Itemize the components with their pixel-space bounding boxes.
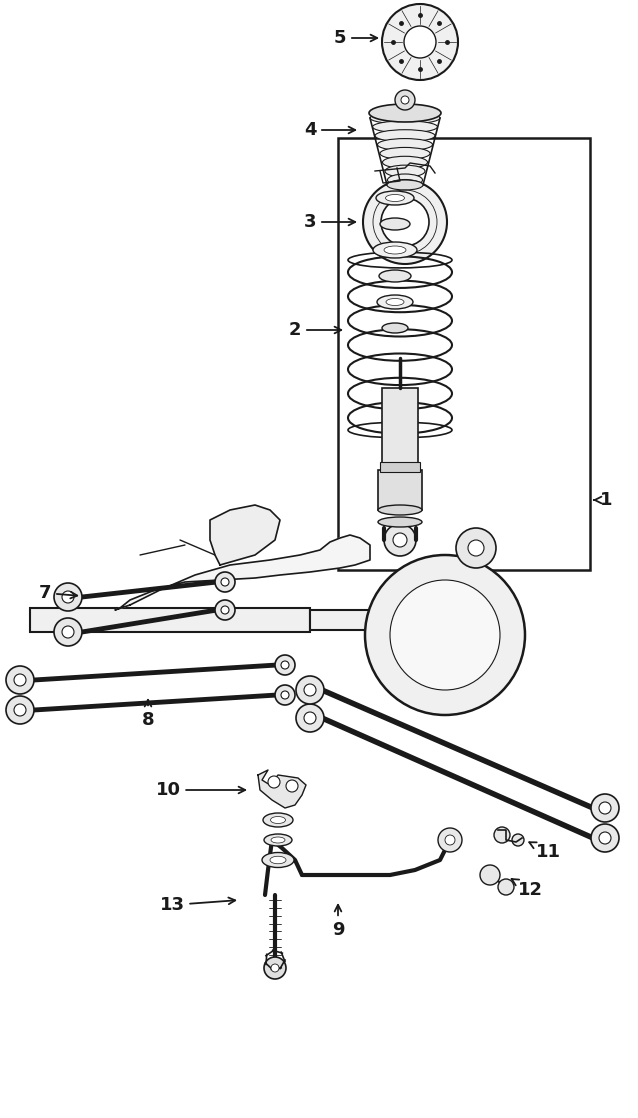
Circle shape [286,780,298,792]
Text: 8: 8 [142,700,154,729]
Text: 7: 7 [39,584,77,601]
Circle shape [404,26,436,58]
Ellipse shape [387,174,422,186]
Ellipse shape [373,121,438,133]
Ellipse shape [271,837,285,843]
Ellipse shape [382,323,408,333]
Ellipse shape [263,813,293,827]
Circle shape [591,794,619,822]
Ellipse shape [379,271,411,282]
Bar [30,608,310,632]
Polygon shape [115,536,370,610]
Ellipse shape [380,218,410,230]
Circle shape [264,957,286,979]
Ellipse shape [270,856,286,864]
Bar [310,610,475,631]
Text: 1: 1 [594,491,612,509]
Circle shape [599,802,611,814]
Circle shape [363,180,447,264]
Circle shape [14,674,26,686]
Ellipse shape [271,816,285,824]
Bar [378,470,422,510]
Circle shape [512,834,524,846]
Ellipse shape [380,148,430,160]
Polygon shape [210,505,280,565]
Circle shape [498,879,514,896]
Ellipse shape [378,505,422,515]
Circle shape [381,198,429,246]
Ellipse shape [378,517,422,527]
Circle shape [304,684,316,697]
Circle shape [445,835,455,845]
Text: 2: 2 [289,321,341,339]
Ellipse shape [378,139,433,151]
Circle shape [390,580,500,690]
Circle shape [382,4,458,80]
Ellipse shape [264,834,292,846]
Circle shape [438,828,462,852]
Circle shape [54,618,82,646]
Circle shape [221,606,229,614]
Circle shape [401,96,409,104]
Circle shape [304,712,316,724]
Circle shape [275,655,295,675]
Ellipse shape [370,112,440,124]
Circle shape [268,776,280,788]
Circle shape [281,691,289,699]
Text: 5: 5 [334,29,377,47]
Circle shape [296,704,324,732]
Circle shape [221,578,229,586]
Circle shape [384,524,416,556]
Bar [338,138,590,570]
Circle shape [14,704,26,716]
Circle shape [393,533,407,547]
Circle shape [456,528,496,568]
Circle shape [6,697,34,724]
Text: 4: 4 [304,121,355,139]
Polygon shape [258,770,306,808]
Circle shape [215,572,235,593]
Ellipse shape [385,165,425,177]
Ellipse shape [377,295,413,309]
Circle shape [215,600,235,620]
Ellipse shape [373,241,417,258]
Bar [380,462,420,472]
Circle shape [494,827,510,843]
Circle shape [281,661,289,669]
Circle shape [62,591,74,603]
Bar [382,388,418,470]
Circle shape [62,626,74,638]
Ellipse shape [386,299,404,305]
Circle shape [599,832,611,844]
Text: 11: 11 [529,842,561,861]
Circle shape [54,582,82,612]
Ellipse shape [262,853,294,868]
Circle shape [271,964,279,972]
Ellipse shape [383,157,427,169]
Circle shape [480,865,500,885]
Text: 12: 12 [512,879,542,899]
Ellipse shape [376,191,414,205]
Circle shape [296,676,324,704]
Circle shape [275,685,295,705]
Ellipse shape [375,130,435,142]
Text: 13: 13 [160,896,235,915]
Ellipse shape [384,246,406,254]
Text: 9: 9 [332,904,345,939]
Ellipse shape [387,180,423,190]
Ellipse shape [369,104,441,122]
Circle shape [6,666,34,694]
Circle shape [468,540,484,556]
Text: 10: 10 [156,781,245,799]
Circle shape [365,555,525,716]
Circle shape [591,824,619,852]
Text: 3: 3 [304,214,355,231]
Circle shape [395,91,415,110]
Ellipse shape [385,195,404,201]
